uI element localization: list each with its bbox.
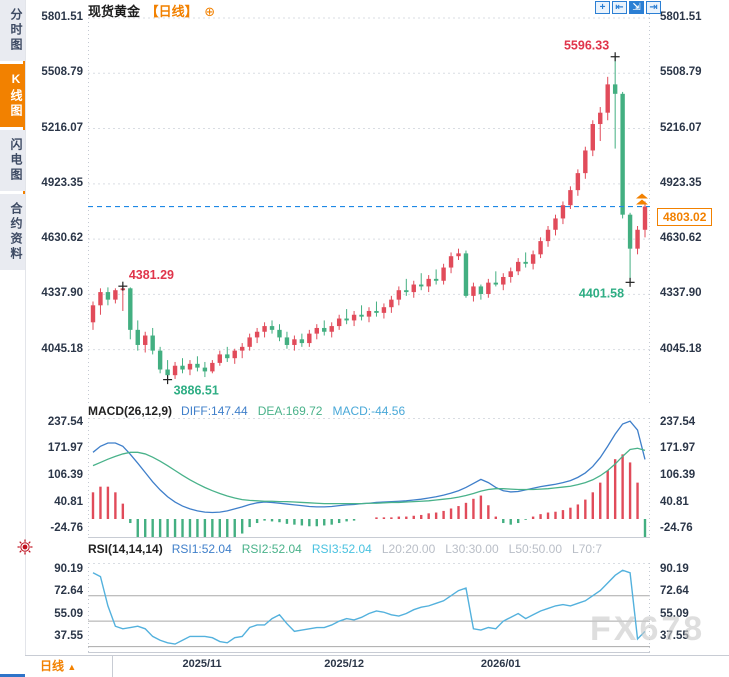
chart-toolbar: + ⇤ ⇲ ⇥ [595, 1, 661, 14]
price-axis-tick-label: 4923.35 [660, 176, 702, 189]
auto-scale-icon[interactable]: ⇲ [629, 1, 644, 14]
macd-axis-tick-label: 106.39 [47, 469, 83, 481]
price-axis-tick-label: 4045.18 [41, 342, 83, 355]
macd-axis-tick-label: -24.76 [660, 522, 693, 534]
macd-value-label-1: DEA:169.72 [257, 404, 323, 418]
x-axis-date-label: 2025/11 [182, 658, 222, 670]
rsi-axis-tick-label: 90.19 [660, 563, 689, 575]
price-axis-tick-label: 4337.90 [41, 287, 83, 300]
macd-chart[interactable] [88, 418, 650, 538]
sidebar-tabs: 分时图 K线图闪电图合约资料 [0, 0, 25, 270]
sidebar-item-合约资料[interactable]: 合约资料 [0, 194, 25, 270]
chart-area: 现货黄金 【日线】 ⊕ + ⇤ ⇲ ⇥ 4381.29 3886.51 5596.33 44… [25, 0, 729, 677]
rsi-value-label-3: L20:20.00 [381, 542, 436, 556]
settings-icon[interactable]: ⊕ [204, 4, 216, 19]
macd-axis-tick-label: 40.81 [54, 495, 83, 508]
macd-title: MACD(26,12,9) [88, 404, 173, 418]
compress-x-axis-icon[interactable]: ⇤ [612, 1, 627, 14]
macd-value-label-0: DIFF:147.44 [181, 404, 248, 418]
go-to-latest-icon[interactable]: ⇥ [646, 1, 661, 14]
rsi-value-label-6: L70:7 [572, 542, 603, 556]
rsi-title: RSI(14,14,14) [88, 542, 163, 556]
price-axis-tick-label: 5801.51 [41, 11, 83, 23]
price-axis-tick-label: 4337.90 [660, 287, 702, 300]
live-indicator-icon[interactable] [17, 539, 33, 555]
price-axis-tick-label: 5216.07 [41, 121, 83, 134]
rsi-value-label-2: RSI3:52.04 [311, 542, 372, 556]
rsi-axis-tick-label: 72.64 [660, 585, 689, 598]
instrument-title: 现货黄金 [88, 4, 141, 19]
price-axis-tick-label: 5801.51 [660, 11, 702, 23]
rsi-header: RSI(14,14,14) RSI1:52.04 RSI2:52.04 RSI3:52… [88, 542, 684, 556]
rsi-axis-tick-label: 55.09 [54, 607, 83, 620]
macd-axis-tick-label: -24.76 [50, 522, 83, 534]
rsi-axis-tick-label: 37.55 [660, 630, 689, 642]
price-axis-tick-label: 5508.79 [41, 66, 83, 79]
period-selector[interactable]: 日线 ▲ [25, 656, 113, 677]
rsi-axis-tick-label: 72.64 [54, 585, 83, 598]
macd-axis-tick-label: 171.97 [47, 442, 83, 455]
sidebar-item-K线图[interactable]: K线图 [0, 64, 25, 127]
price-candlestick-chart[interactable]: 4381.29 3886.51 5596.33 4401.58 [88, 0, 650, 404]
period-label: 日线 [40, 659, 65, 673]
rsi-value-label-5: L50:50.00 [508, 542, 563, 556]
x-axis-date-label: 2026/01 [480, 658, 521, 670]
rsi-axis-tick-label: 90.19 [54, 563, 83, 575]
chart-header: 现货黄金 【日线】 ⊕ [88, 1, 215, 20]
macd-value-label-2: MACD:-44.56 [332, 404, 406, 418]
rsi-value-label-4: L30:30.00 [445, 542, 499, 556]
current-price-badge: 4803.02 [657, 207, 713, 226]
macd-axis-tick-label: 106.39 [660, 469, 696, 481]
x-axis-date-label: 2025/12 [324, 658, 364, 670]
price-axis-tick-label: 4630.62 [660, 232, 702, 245]
rsi-value-label-0: RSI1:52.04 [171, 542, 232, 556]
period-tag: 【日线】 [145, 4, 198, 19]
x-axis-bar: 日线 ▲ 2025/11 2025/12 2026/01 [25, 655, 729, 677]
svg-text:3886.51: 3886.51 [174, 384, 219, 398]
price-axis-tick-label: 4045.18 [660, 342, 702, 355]
macd-axis-tick-label: 237.54 [47, 416, 83, 428]
svg-text:4401.58: 4401.58 [579, 286, 624, 300]
price-axis-tick-label: 4630.62 [41, 232, 83, 245]
rsi-axis-tick-label: 55.09 [660, 607, 689, 620]
svg-text:5596.33: 5596.33 [564, 39, 609, 53]
price-axis-tick-label: 4923.35 [41, 176, 83, 189]
rsi-value-label-1: RSI2:52.04 [241, 542, 302, 556]
sidebar: 分时图 K线图闪电图合约资料 [0, 0, 26, 677]
macd-axis-tick-label: 171.97 [660, 442, 696, 455]
sidebar-item-分时图[interactable]: 分时图 [0, 0, 25, 61]
price-axis-tick-label: 5216.07 [660, 121, 702, 134]
svg-text:4381.29: 4381.29 [129, 268, 174, 282]
chevron-up-icon: ▲ [67, 662, 77, 672]
crosshair-icon[interactable]: + [595, 1, 610, 14]
rsi-chart[interactable] [88, 563, 650, 653]
macd-axis-tick-label: 40.81 [660, 495, 689, 508]
sidebar-item-闪电图[interactable]: 闪电图 [0, 130, 25, 191]
rsi-axis-tick-label: 37.55 [54, 630, 83, 642]
macd-header: MACD(26,12,9) DIFF:147.44 DEA:169.72 MACD:-… [88, 404, 684, 418]
price-axis-tick-label: 5508.79 [660, 66, 702, 79]
